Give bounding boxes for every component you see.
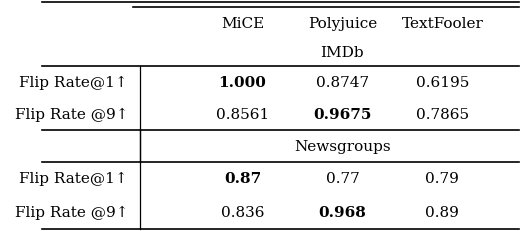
Text: 0.79: 0.79 xyxy=(425,171,459,185)
Text: 0.89: 0.89 xyxy=(425,205,459,219)
Text: MiCE: MiCE xyxy=(221,17,264,31)
Text: 1.000: 1.000 xyxy=(218,76,266,89)
Text: 0.87: 0.87 xyxy=(224,171,261,185)
Text: TextFooler: TextFooler xyxy=(401,17,484,31)
Text: 0.7865: 0.7865 xyxy=(416,107,469,121)
Text: 0.836: 0.836 xyxy=(220,205,264,219)
Text: Flip Rate@1↑: Flip Rate@1↑ xyxy=(19,171,128,185)
Text: 0.9675: 0.9675 xyxy=(313,107,372,121)
Text: Flip Rate @9↑: Flip Rate @9↑ xyxy=(15,107,128,122)
Text: 0.6195: 0.6195 xyxy=(415,76,469,89)
Text: Newsgroups: Newsgroups xyxy=(294,139,391,153)
Text: 0.8561: 0.8561 xyxy=(216,107,269,121)
Text: 0.8747: 0.8747 xyxy=(316,76,369,89)
Text: IMDb: IMDb xyxy=(321,46,364,60)
Text: Polyjuice: Polyjuice xyxy=(308,17,377,31)
Text: Flip Rate@1↑: Flip Rate@1↑ xyxy=(19,75,128,89)
Text: 0.77: 0.77 xyxy=(326,171,359,185)
Text: Flip Rate @9↑: Flip Rate @9↑ xyxy=(15,205,128,219)
Text: 0.968: 0.968 xyxy=(318,205,366,219)
